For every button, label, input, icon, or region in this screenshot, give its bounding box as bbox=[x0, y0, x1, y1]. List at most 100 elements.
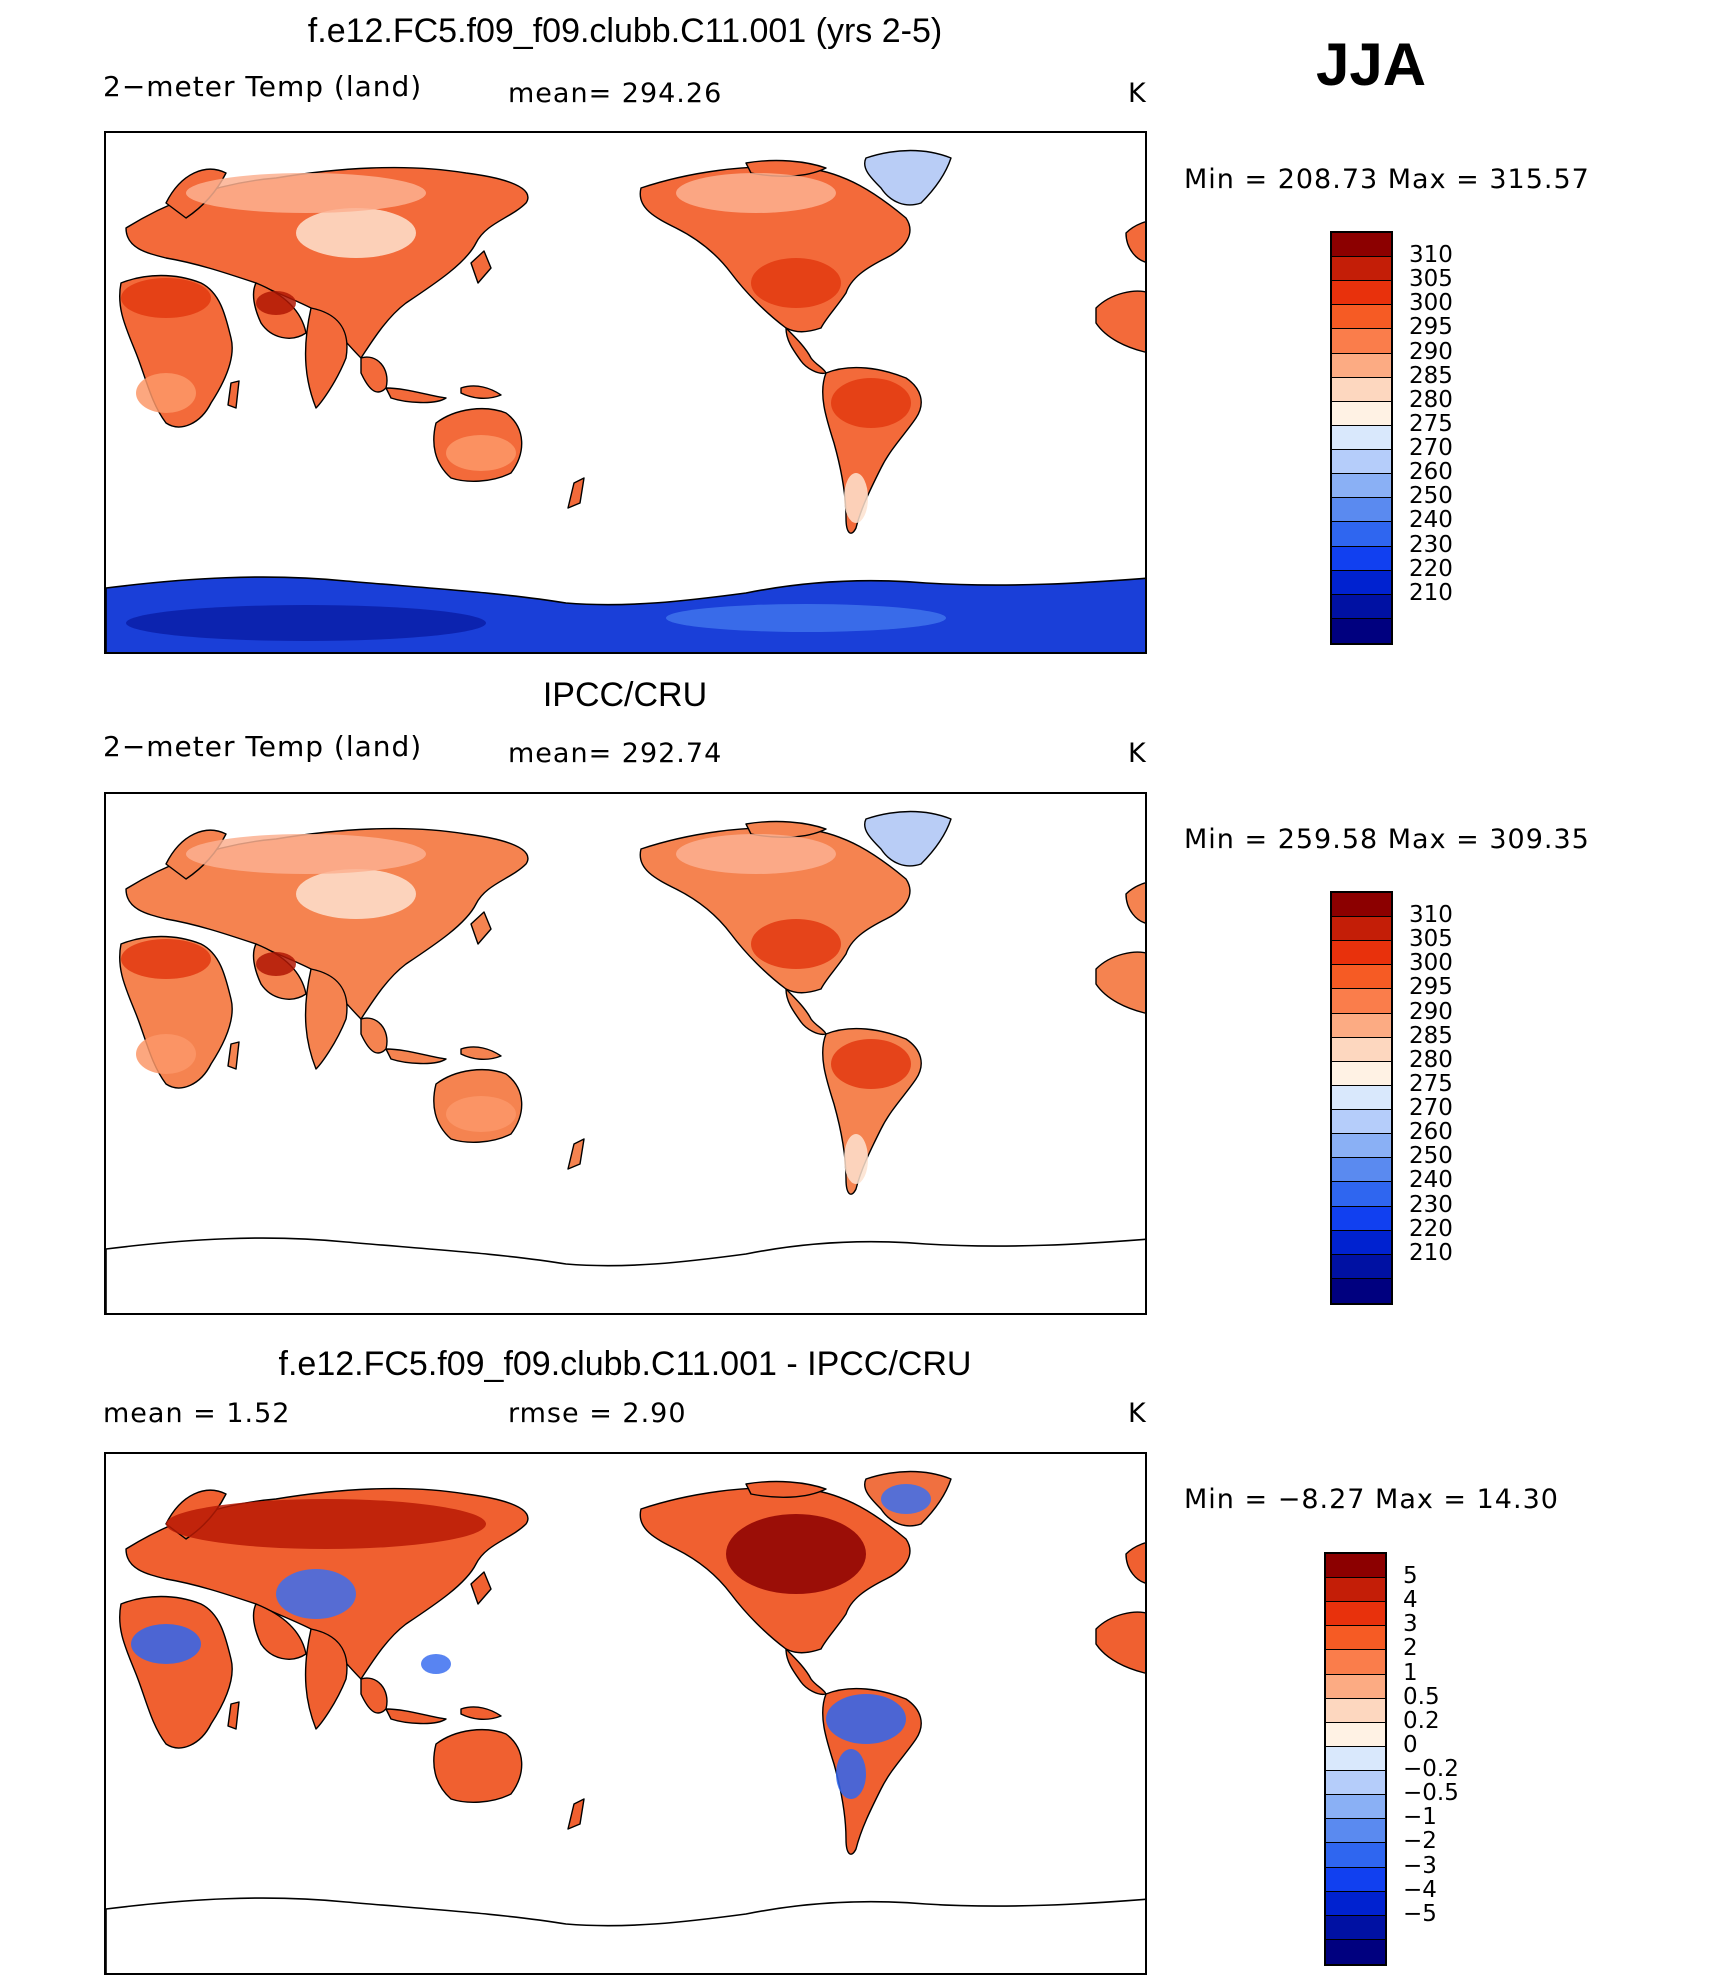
colorbar-swatch bbox=[1326, 1795, 1385, 1820]
land-nz bbox=[567, 1138, 585, 1170]
land-centralam bbox=[785, 327, 827, 375]
antarctica-warm-region bbox=[666, 604, 946, 632]
colorbar-swatch bbox=[1332, 257, 1391, 282]
gulf-hot-region bbox=[256, 291, 296, 315]
panel3-map bbox=[104, 1452, 1147, 1975]
colorbar-tick-label: 220 bbox=[1409, 1215, 1453, 1242]
colorbar-swatch bbox=[1332, 989, 1391, 1014]
panel3-title: f.e12.FC5.f09_f09.clubb.C11.001 - IPCC/C… bbox=[278, 1345, 972, 1383]
colorbar-tick-label: 0.2 bbox=[1403, 1707, 1440, 1734]
land-seasia bbox=[360, 1017, 388, 1054]
colorbar-tick-label: 295 bbox=[1409, 974, 1453, 1001]
colorbar-swatch bbox=[1332, 450, 1391, 475]
australia-interior-region bbox=[446, 435, 516, 471]
colorbar-swatch bbox=[1326, 1771, 1385, 1796]
colorbar-tick-label: 2 bbox=[1403, 1635, 1418, 1662]
colorbar-tick-label: 210 bbox=[1409, 1239, 1453, 1266]
land-indonesia bbox=[385, 387, 447, 404]
land-centralam bbox=[785, 988, 827, 1036]
panel3-mean-label: mean = 1.52 bbox=[103, 1398, 291, 1429]
colorbar-tick-label: −3 bbox=[1403, 1852, 1437, 1879]
colorbar-swatch bbox=[1332, 329, 1391, 354]
colorbar-tick-label: 1 bbox=[1403, 1659, 1418, 1686]
colorbar-swatch bbox=[1332, 353, 1391, 378]
colorbar-tick-label: 285 bbox=[1409, 1022, 1453, 1049]
amazon-hot-region bbox=[831, 378, 911, 428]
colorbar-swatch bbox=[1326, 1867, 1385, 1892]
colorbar-swatch bbox=[1332, 474, 1391, 499]
colorbar-tick-label: −2 bbox=[1403, 1828, 1437, 1855]
usa-hot-region bbox=[751, 919, 841, 969]
colorbar-tick-label: 240 bbox=[1409, 1167, 1453, 1194]
patagonia-cool-region bbox=[844, 1134, 868, 1184]
amazon-hot-region bbox=[831, 1039, 911, 1089]
colorbar-swatch bbox=[1326, 1939, 1385, 1964]
land-europeRight bbox=[1125, 1542, 1145, 1584]
colorbar-tick-label: 240 bbox=[1409, 507, 1453, 534]
land-newguinea bbox=[460, 1046, 502, 1061]
namerica-warm-bias bbox=[726, 1514, 866, 1594]
panel1-map-svg bbox=[106, 149, 1145, 652]
panel1-units-label: K bbox=[1128, 78, 1147, 109]
sahara-hot-region bbox=[121, 278, 211, 318]
colorbar-tick-label: 4 bbox=[1403, 1587, 1418, 1614]
land-antarctica bbox=[106, 1237, 1145, 1313]
tibet-cool-region bbox=[296, 208, 416, 258]
land-indonesia bbox=[385, 1708, 447, 1725]
colorbar-swatch bbox=[1332, 1061, 1391, 1086]
colorbar-tick-label: 0.5 bbox=[1403, 1683, 1440, 1710]
colorbar-swatch bbox=[1332, 1013, 1391, 1038]
panel2-minmax-label: Min = 259.58 Max = 309.35 bbox=[1184, 824, 1590, 855]
colorbar-swatch bbox=[1332, 965, 1391, 990]
colorbar-tick-label: −5 bbox=[1403, 1900, 1437, 1927]
colorbar-swatch bbox=[1332, 305, 1391, 330]
colorbar-swatch bbox=[1332, 618, 1391, 643]
colorbar-tick-label: 260 bbox=[1409, 1119, 1453, 1146]
colorbar-swatch bbox=[1332, 594, 1391, 619]
panel1-colorbar bbox=[1330, 231, 1393, 645]
colorbar-swatch bbox=[1332, 1182, 1391, 1207]
colorbar-swatch bbox=[1326, 1554, 1385, 1579]
land-seasia bbox=[360, 1677, 388, 1714]
panel1-minmax-label: Min = 208.73 Max = 315.57 bbox=[1184, 164, 1590, 195]
colorbar-tick-label: 220 bbox=[1409, 555, 1453, 582]
colorbar-swatch bbox=[1326, 1891, 1385, 1916]
land-europeRight bbox=[1125, 882, 1145, 924]
land-antarctica bbox=[106, 1897, 1145, 1973]
colorbar-swatch bbox=[1326, 1674, 1385, 1699]
land-africa bbox=[119, 1595, 233, 1749]
colorbar-swatch bbox=[1326, 1650, 1385, 1675]
panel1-mean-label: mean= 294.26 bbox=[508, 78, 723, 109]
colorbar-tick-label: 210 bbox=[1409, 579, 1453, 606]
colorbar-tick-label: 290 bbox=[1409, 338, 1453, 365]
land-nz bbox=[567, 1798, 585, 1830]
colorbar-swatch bbox=[1332, 377, 1391, 402]
panel3-minmax-label: Min = −8.27 Max = 14.30 bbox=[1184, 1484, 1559, 1515]
eurasia-warm-bias bbox=[166, 1499, 486, 1549]
land-seasia bbox=[360, 356, 388, 393]
usa-hot-region bbox=[751, 258, 841, 308]
siberia-cool-region bbox=[186, 834, 426, 874]
andes-cold-bias bbox=[836, 1749, 866, 1799]
colorbar-swatch bbox=[1332, 1134, 1391, 1159]
land-arcticIslands bbox=[745, 1480, 827, 1498]
panel1-variable-label: 2−meter Temp (land) bbox=[103, 70, 423, 103]
panel2-units-label: K bbox=[1128, 738, 1147, 769]
land-westafrica bbox=[1095, 290, 1145, 353]
colorbar-tick-label: 275 bbox=[1409, 410, 1453, 437]
patagonia-cool-region bbox=[844, 473, 868, 523]
colorbar-swatch bbox=[1332, 1230, 1391, 1255]
colorbar-tick-label: −1 bbox=[1403, 1804, 1437, 1831]
panel2-map bbox=[104, 792, 1147, 1315]
colorbar-swatch bbox=[1326, 1722, 1385, 1747]
panel2-mean-label: mean= 292.74 bbox=[508, 738, 723, 769]
panel2-colorbar bbox=[1330, 891, 1393, 1305]
colorbar-tick-label: 305 bbox=[1409, 926, 1453, 953]
colorbar-tick-label: 250 bbox=[1409, 483, 1453, 510]
antarctica-cold-region bbox=[126, 605, 486, 641]
panel3-units-label: K bbox=[1128, 1398, 1147, 1429]
southern-africa-region bbox=[136, 373, 196, 413]
colorbar-swatch bbox=[1332, 498, 1391, 523]
colorbar-tick-label: 260 bbox=[1409, 459, 1453, 486]
panel1-map bbox=[104, 131, 1147, 654]
